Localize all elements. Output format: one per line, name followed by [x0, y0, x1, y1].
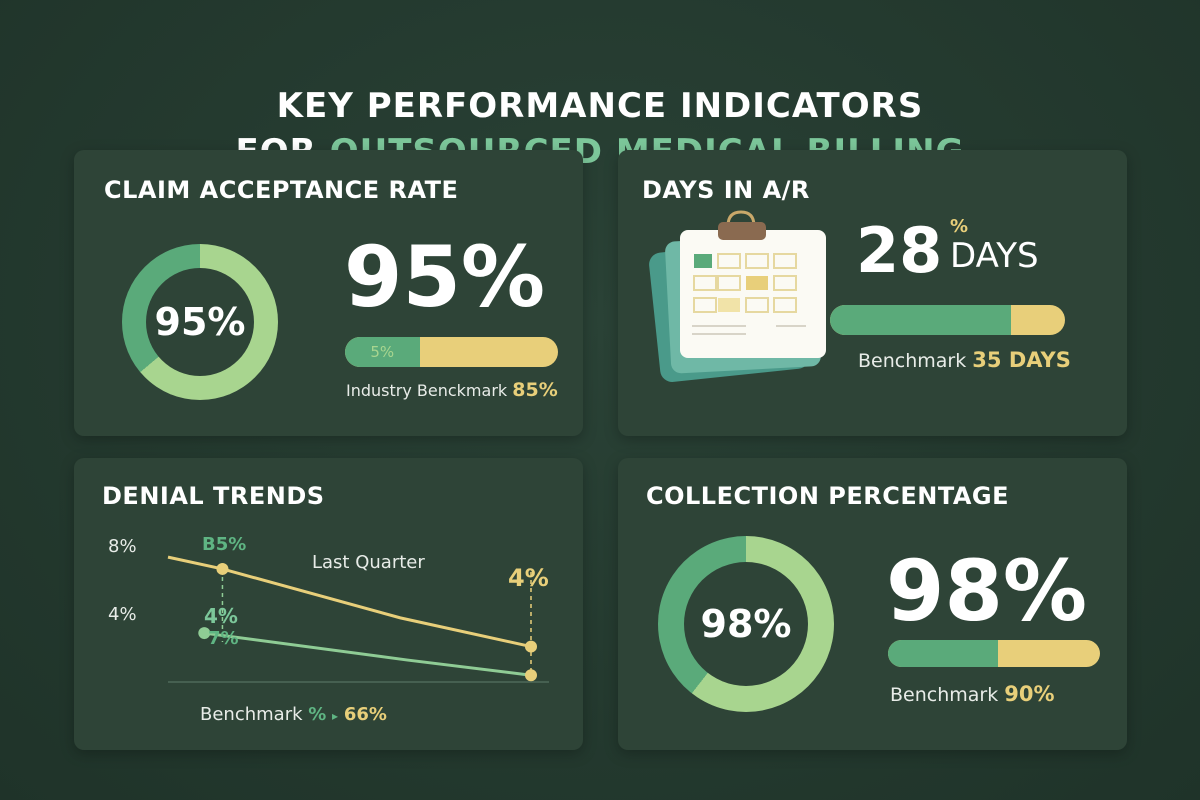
series-line-0	[167, 555, 532, 649]
benchmark-value: 85%	[512, 379, 558, 401]
claim-acceptance-card: CLAIM ACCEPTANCE RATE 95% 95% 5% Industr…	[74, 150, 583, 436]
ar-bar-fill	[830, 305, 1011, 335]
ar-unit: DAYS	[950, 236, 1039, 276]
benchmark-pct: %	[308, 704, 327, 725]
denial-trends-chart	[167, 555, 549, 683]
donut-label: 95%	[146, 268, 254, 376]
donut-label: 98%	[684, 562, 808, 686]
data-point	[525, 640, 537, 653]
card-title: DENIAL TRENDS	[102, 482, 325, 510]
y-tick-label: 4%	[108, 604, 137, 625]
denial-trends-card: DENIAL TRENDS 8% 4% B5% 4% 7% 4% Last Qu…	[74, 458, 583, 750]
benchmark-label: Benchmark	[858, 350, 967, 372]
benchmark-label: Benchmark	[200, 704, 303, 725]
acceptance-value: 95%	[344, 228, 546, 326]
acceptance-donut: 95%	[122, 244, 278, 400]
series-line-1	[204, 631, 532, 677]
benchmark-text: Industry Benckmark 85%	[346, 379, 558, 401]
data-point	[198, 627, 211, 640]
card-title: CLAIM ACCEPTANCE RATE	[104, 176, 459, 204]
benchmark-value: 90%	[1004, 682, 1055, 706]
collection-card: COLLECTION PERCENTAGE 98% 98% Benchmark …	[618, 458, 1127, 750]
collection-bar-fill	[888, 640, 999, 667]
benchmark-text: Benchmark 90%	[890, 682, 1055, 706]
acceptance-bar-fill: 5%	[345, 337, 420, 367]
point-label: B5%	[202, 534, 247, 555]
y-tick-label: 8%	[108, 536, 137, 557]
collection-bar	[888, 640, 1100, 667]
collection-value: 98%	[886, 542, 1088, 640]
chart-annotation: Last Quarter	[312, 552, 425, 573]
benchmark-label: Benchmark	[890, 684, 999, 706]
benchmark-value: 66%	[343, 704, 387, 725]
ar-value: 28	[856, 214, 943, 287]
ar-bar	[830, 305, 1065, 335]
card-title: COLLECTION PERCENTAGE	[646, 482, 1009, 510]
point-label: 4%	[508, 564, 549, 592]
title-line-1: KEY PERFORMANCE INDICATORS	[276, 86, 924, 126]
data-point	[525, 669, 537, 682]
point-label: 7%	[208, 628, 239, 649]
calendar-icon	[649, 210, 826, 382]
days-in-ar-card: DAYS IN A/R 28 % DAYS Benchmark 35 DAYS	[618, 150, 1127, 436]
acceptance-bar: 5%	[345, 337, 558, 367]
ar-unit-small: %	[950, 216, 969, 237]
benchmark-text: Benchmark % ▸ 66%	[200, 704, 387, 725]
collection-donut: 98%	[658, 536, 834, 712]
point-label: 4%	[204, 604, 238, 628]
benchmark-text: Benchmark 35 DAYS	[858, 348, 1071, 372]
data-point	[216, 562, 229, 575]
benchmark-value: 35 DAYS	[972, 348, 1071, 372]
benchmark-label: Industry Benckmark	[346, 381, 508, 400]
arrow-right-icon: ▸	[332, 709, 339, 723]
card-title: DAYS IN A/R	[642, 176, 810, 204]
